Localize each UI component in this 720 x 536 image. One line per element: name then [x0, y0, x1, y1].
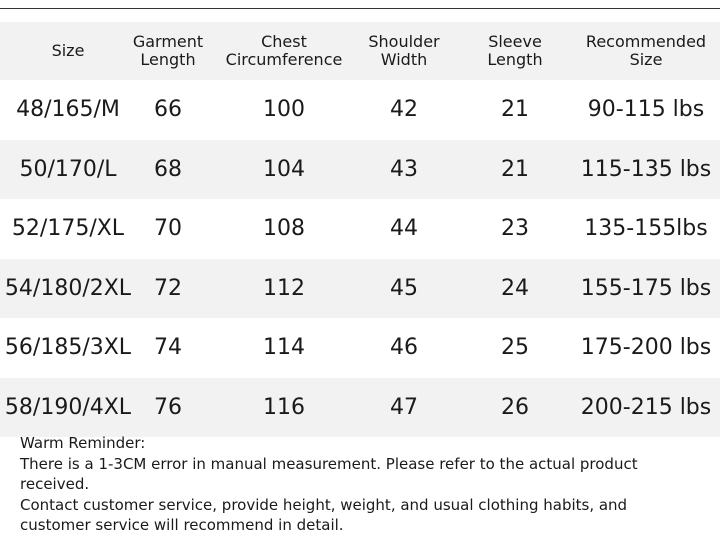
reminder-line: There is a 1-3CM error in manual measure…	[20, 454, 638, 494]
table-cell: 90-115 lbs	[587, 97, 705, 123]
header-cell: Recommended Size	[585, 32, 707, 69]
table-cell: 68	[154, 156, 182, 182]
table-row: 58/190/4XL 76 116 47 26 200-215 lbs	[0, 377, 720, 437]
table-cell: 24	[501, 275, 529, 301]
table-cell: 114	[263, 335, 305, 361]
table-cell: 52/175/XL	[11, 216, 125, 242]
table-cell: 50/170/L	[19, 156, 117, 182]
table-cell: 43	[390, 156, 418, 182]
table-row: 56/185/3XL 74 114 46 25 175-200 lbs	[0, 318, 720, 378]
table-row: 50/170/L 68 104 43 21 115-135 lbs	[0, 139, 720, 199]
table-cell: 200-215 lbs	[580, 394, 712, 420]
header-cell: Shoulder Width	[368, 32, 440, 69]
table-cell: 47	[390, 394, 418, 420]
table-cell: 23	[501, 216, 529, 242]
table-cell: 21	[501, 156, 529, 182]
header-cell: Garment Length	[132, 32, 204, 69]
divider	[0, 8, 720, 9]
table-cell: 76	[154, 394, 182, 420]
table-cell: 155-175 lbs	[580, 275, 712, 301]
table-cell: 42	[390, 97, 418, 123]
table-cell: 48/165/M	[16, 97, 120, 123]
table-row: 48/165/M 66 100 42 21 90-115 lbs	[0, 80, 720, 140]
table-cell: 108	[263, 216, 305, 242]
table-cell: 74	[154, 335, 182, 361]
table-cell: 56/185/3XL	[4, 335, 132, 361]
table-cell: 112	[263, 275, 305, 301]
table-cell: 115-135 lbs	[580, 156, 712, 182]
reminder-line: Contact customer service, provide height…	[20, 495, 628, 535]
table-row: 54/180/2XL 72 112 45 24 155-175 lbs	[0, 258, 720, 318]
table-cell: 46	[390, 335, 418, 361]
table-row: 52/175/XL 70 108 44 23 135-155lbs	[0, 199, 720, 259]
table-cell: 21	[501, 97, 529, 123]
table-cell: 72	[154, 275, 182, 301]
table-cell: 104	[263, 156, 305, 182]
table-cell: 135-155lbs	[584, 216, 708, 242]
header-row: Size Garment Length Chest Circumference Sho…	[0, 22, 720, 80]
table-cell: 44	[390, 216, 418, 242]
table-cell: 116	[263, 394, 305, 420]
table-cell: 70	[154, 216, 182, 242]
header-cell: Size	[51, 41, 85, 60]
header-cell: Sleeve Length	[487, 32, 543, 69]
table-cell: 25	[501, 335, 529, 361]
header-cell: Chest Circumference	[225, 32, 343, 69]
reminder-title: Warm Reminder:	[20, 434, 146, 452]
table-cell: 54/180/2XL	[4, 275, 132, 301]
reminder: Warm Reminder: There is a 1-3CM error in…	[20, 433, 700, 536]
page: {"table": { "header": ["Size", "Garment …	[0, 8, 720, 534]
table-cell: 58/190/4XL	[4, 394, 132, 420]
table-cell: 175-200 lbs	[580, 335, 712, 361]
table-cell: 66	[154, 97, 182, 123]
table-cell: 45	[390, 275, 418, 301]
table-cell: 26	[501, 394, 529, 420]
table-cell: 100	[263, 97, 305, 123]
